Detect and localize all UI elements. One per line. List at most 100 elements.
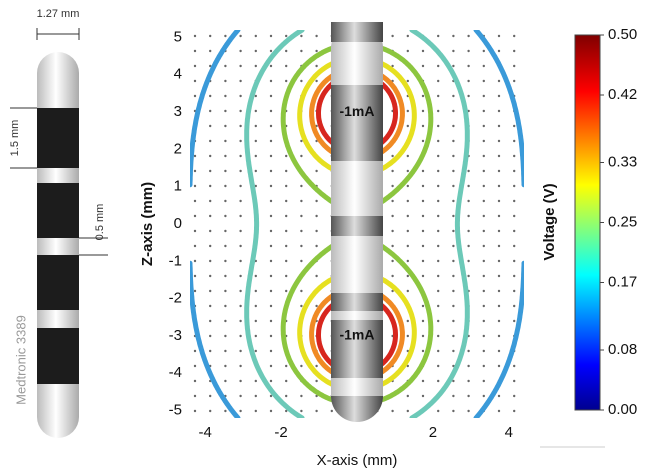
grid-dot <box>497 409 501 413</box>
grid-dot <box>406 79 409 83</box>
grid-dot <box>193 409 197 413</box>
grid-dot <box>193 154 197 158</box>
grid-dot <box>497 349 501 353</box>
grid-dot <box>513 274 516 278</box>
grid-dot <box>513 394 516 398</box>
grid-dot <box>254 94 257 98</box>
grid-dot <box>254 109 257 113</box>
grid-dot <box>224 124 227 128</box>
grid-dot <box>285 379 288 383</box>
colorbar-tick-label: 0.33 <box>608 153 637 170</box>
grid-dot <box>437 334 440 338</box>
grid-dot <box>437 244 440 248</box>
colorbar <box>574 34 601 411</box>
grid-dot <box>315 199 318 203</box>
grid-dot <box>239 364 242 368</box>
grid-dot <box>497 394 501 398</box>
grid-dot <box>269 349 273 353</box>
grid-dot <box>300 154 303 158</box>
grid-dot <box>300 139 303 143</box>
lead-tip <box>331 396 383 422</box>
grid-dot <box>239 64 242 68</box>
grid-dot <box>406 289 409 293</box>
grid-dot <box>209 409 212 413</box>
grid-dot <box>452 169 455 173</box>
grid-dot <box>224 154 227 158</box>
grid-dot <box>513 79 516 83</box>
grid-dot <box>437 364 440 368</box>
grid-dot <box>437 379 440 383</box>
grid-dot <box>315 229 318 233</box>
contact <box>37 255 79 310</box>
grid-dot <box>239 229 242 233</box>
grid-dot <box>285 259 288 263</box>
grid-dot <box>315 394 318 398</box>
grid-dot <box>406 244 409 248</box>
grid-dot <box>452 274 455 278</box>
grid-dot <box>224 109 227 113</box>
grid-dot <box>497 154 501 158</box>
grid-dot <box>452 109 455 113</box>
grid-dot <box>193 169 197 173</box>
grid-dot <box>421 139 425 143</box>
grid-dot <box>239 169 242 173</box>
grid-dot <box>421 319 425 323</box>
grid-dot <box>391 274 394 278</box>
grid-dot <box>254 409 257 413</box>
grid-dot <box>269 394 273 398</box>
grid-dot <box>452 34 455 38</box>
grid-dot <box>239 289 242 293</box>
grid-dot <box>300 259 303 263</box>
y-tick-label: 3 <box>174 103 182 120</box>
grid-dot <box>482 379 485 383</box>
grid-dot <box>193 379 197 383</box>
grid-dot <box>467 214 470 218</box>
grid-dot <box>482 259 485 263</box>
grid-dot <box>513 229 516 233</box>
grid-dot <box>239 409 242 413</box>
grid-dot <box>391 184 394 188</box>
grid-dot <box>421 199 425 203</box>
contact <box>331 143 383 161</box>
grid-dot <box>437 319 440 323</box>
grid-dot <box>406 184 409 188</box>
grid-dot <box>254 49 257 53</box>
contact <box>331 22 383 42</box>
x-tick-label: -2 <box>274 424 287 441</box>
grid-dot <box>452 244 455 248</box>
grid-dot <box>391 214 394 218</box>
grid-dot <box>315 364 318 368</box>
grid-dot <box>391 64 394 68</box>
grid-dot <box>239 79 242 83</box>
grid-dot <box>437 199 440 203</box>
grid-dot <box>391 169 394 173</box>
grid-dot <box>224 79 227 83</box>
grid-dot <box>437 79 440 83</box>
grid-dot <box>497 169 501 173</box>
grid-dot <box>269 124 273 128</box>
grid-dot <box>269 229 273 233</box>
grid-dot <box>193 94 197 98</box>
grid-dot <box>437 409 440 413</box>
grid-dot <box>482 49 485 53</box>
grid-dot <box>421 379 425 383</box>
grid-dot <box>513 319 516 323</box>
grid-dot <box>193 244 197 248</box>
colorbar-tick-label: 0.25 <box>608 213 637 230</box>
grid-dot <box>224 274 227 278</box>
grid-dot <box>452 139 455 143</box>
grid-dot <box>209 169 212 173</box>
y-tick-label: -4 <box>169 364 182 381</box>
grid-dot <box>452 184 455 188</box>
grid-dot <box>254 124 257 128</box>
grid-dot <box>482 334 485 338</box>
grid-dot <box>300 289 303 293</box>
grid-dot <box>467 364 470 368</box>
grid-dot <box>467 199 470 203</box>
grid-dot <box>224 94 227 98</box>
grid-dot <box>437 214 440 218</box>
grid-dot <box>254 184 257 188</box>
grid-dot <box>224 409 227 413</box>
colorbar-tick-label: 0.08 <box>608 341 637 358</box>
grid-dot <box>285 184 288 188</box>
